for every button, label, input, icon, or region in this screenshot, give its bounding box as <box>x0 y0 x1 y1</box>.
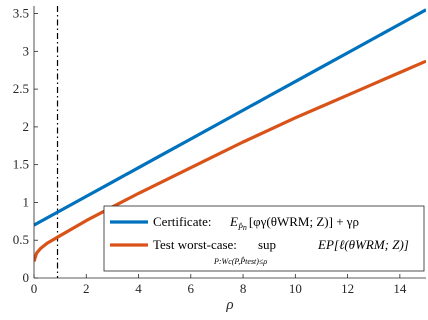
legend-sup-subscript: P:Wc(P,P̂test)≤ρ <box>213 256 267 266</box>
legend-formula-certificate: EP̂n [φγ(θWRM; Z)] + γρ <box>229 214 359 232</box>
x-tick-label: 0 <box>31 281 38 296</box>
x-tick-label: 4 <box>135 281 142 296</box>
y-tick-label: 0 <box>23 270 30 285</box>
y-tick-label: 0.5 <box>13 232 29 247</box>
plot-area <box>34 6 426 278</box>
x-tick-label: 10 <box>289 281 302 296</box>
legend-label-test: Test worst-case: <box>153 237 237 252</box>
x-tick-label: 6 <box>188 281 195 296</box>
x-axis-title: ρ <box>225 297 233 313</box>
y-tick-label: 3 <box>23 43 30 58</box>
legend-formula-test: EP[ℓ(θWRM; Z)] <box>317 237 409 252</box>
legend: Certificate: EP̂n [φγ(θWRM; Z)] + γρ Test… <box>103 205 425 272</box>
y-tick-label: 2 <box>23 119 30 134</box>
x-tick-label: 8 <box>240 281 247 296</box>
legend-sup: sup <box>258 237 276 252</box>
axes: 0 2 4 6 8 10 12 14 0 0.5 1 1.5 2 2.5 3 3.5 ρ <box>13 6 426 313</box>
series-line-test-worst-case <box>34 59 426 262</box>
legend-box <box>103 205 425 272</box>
x-tick-label: 12 <box>341 281 354 296</box>
y-tick-label: 3.5 <box>13 6 29 21</box>
x-tick-label: 14 <box>393 281 407 296</box>
x-tick-label: 2 <box>83 281 90 296</box>
y-tick-label: 1.5 <box>13 157 29 172</box>
series-line-certificate <box>34 8 426 227</box>
y-tick-label: 2.5 <box>13 81 29 96</box>
y-tick-label: 1 <box>23 194 30 209</box>
legend-label-certificate: Certificate: <box>153 214 211 229</box>
